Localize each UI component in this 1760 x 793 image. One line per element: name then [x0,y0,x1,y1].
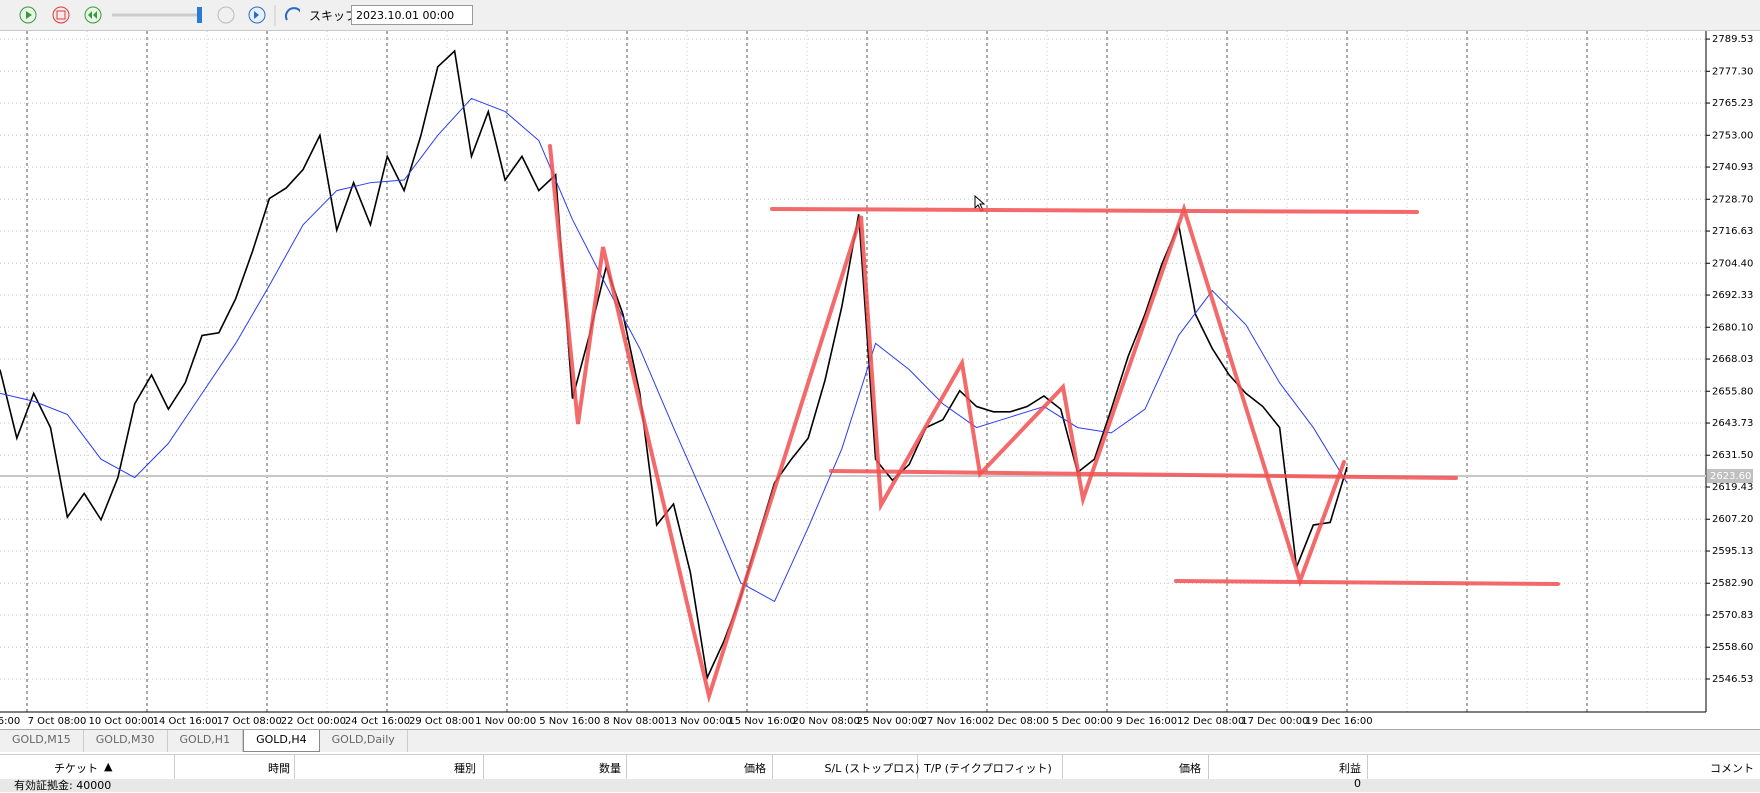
y-tick-label: 2789.53 [1712,34,1753,45]
chart: 2789.53 2777.30 2765.23 2753.00 2740.93 2728.… [0,31,1760,730]
table-header: チケット ▲ 時間 種別 数量 価格 S/L (ストップロス) T/P (テイクプロフィット)… [0,754,1760,780]
price-line [0,97,1348,603]
current-price-box [1707,469,1753,484]
y-tick-label: 2777.30 [1712,66,1753,77]
column-divider [1208,755,1209,779]
tab[interactable]: GOLD,H4 [243,730,320,752]
date-picker[interactable]: 2023.10.01 00:00 [351,5,473,25]
grid [0,31,1706,712]
column-header[interactable]: 時間 [268,762,290,775]
slider-thumb[interactable] [197,7,202,23]
column-header[interactable]: S/L (ストップロス) [824,762,920,775]
current-price-label: 2623.60 [1710,471,1751,482]
tab-bar: GOLD,M15 GOLD,M30 GOLD,H1 GOLD,H4 GOLD,Daily [0,729,1760,752]
toolbar-icons [19,5,300,26]
column-header[interactable]: 種別 [454,762,476,775]
x-tick-label: 13 Nov 00:00 [664,716,731,727]
y-tick-label: 2753.00 [1712,130,1753,141]
resistance-line[interactable] [770,207,1419,214]
y-tick-label: 2558.60 [1712,642,1753,653]
x-tick-label: 20 Nov 08:00 [792,716,859,727]
column-divider [174,755,175,779]
tab[interactable]: GOLD,H1 [168,730,244,752]
column-divider [772,755,773,779]
skip-icon [285,7,300,21]
x-tick-label: 24 Oct 16:00 [345,716,410,727]
y-tick-label: 2595.13 [1712,546,1753,557]
y-tick-label: 2740.93 [1712,162,1753,173]
stop-icon [56,10,66,20]
column-divider [626,755,627,779]
table-row: 有効証拠金: 40000 0 [0,777,1760,792]
y-tick-label: 2728.70 [1712,194,1753,205]
column-divider [483,755,484,779]
next-icon [254,11,259,19]
step-button[interactable] [217,6,235,24]
y-tick-label: 2655.80 [1712,386,1753,397]
x-tick-label: 5 Nov 16:00 [539,716,600,727]
x-tick-label: 17 Oct 08:00 [217,716,282,727]
y-tick-label: 2582.90 [1712,578,1753,589]
x-tick-label: 7 Oct 08:00 [28,716,87,727]
x-tick-label: 14 Oct 16:00 [153,716,218,727]
column-divider [294,755,295,779]
zigzag[interactable] [548,144,1346,704]
y-tick-label: 2619.43 [1712,482,1753,493]
column-divider [1367,755,1368,779]
x-tick-label: 9 Dec 16:00 [1116,716,1177,727]
y-tick-label: 2692.33 [1712,290,1753,301]
x-tick-label: 25 Nov 00:00 [857,716,924,727]
toolbar: スキップ 2023.10.01 00:00 [0,0,1760,31]
bottom-line[interactable] [1174,579,1560,586]
skip-label[interactable]: スキップ [309,9,358,23]
y-tick-label: 2546.53 [1712,674,1753,685]
column-header[interactable]: ▲ [104,760,113,773]
x-tick-label: 15 Nov 16:00 [728,716,795,727]
column-header[interactable]: T/P (テイクプロフィット) [924,762,1052,775]
y-tick-label: 2680.10 [1712,322,1753,333]
column-header[interactable]: 利益 [1339,762,1361,775]
y-tick-label: 2704.40 [1712,258,1753,269]
column-header[interactable]: チケット [54,762,98,775]
column-divider [917,755,918,779]
cell: 有効証拠金: 40000 [14,779,112,792]
x-tick-label: 1 Nov 00:00 [475,716,536,727]
x-tick-label: 29 Oct 08:00 [409,716,474,727]
play-icon [26,11,32,19]
x-tick-label: 5 Dec 00:00 [1052,716,1113,727]
y-tick-label: 2607.20 [1712,514,1753,525]
column-header[interactable]: 価格 [1179,762,1201,775]
column-divider [1062,755,1063,779]
y-tick-label: 2765.23 [1712,98,1753,109]
column-header[interactable]: コメント [1710,762,1754,775]
y-tick-label: 2668.03 [1712,354,1753,365]
tab[interactable]: GOLD,Daily [320,730,408,752]
price-line [0,49,1348,681]
cell: 0 [1354,777,1361,790]
tab[interactable]: GOLD,M30 [84,730,168,752]
stop-button[interactable] [52,6,70,24]
x-tick-label: 2 Dec 08:00 [988,716,1049,727]
x-tick-label: 22 Oct 00:00 [281,716,346,727]
column-header[interactable]: 価格 [744,762,766,775]
y-tick-label: 2570.83 [1712,610,1753,621]
y-tick-label: 2631.50 [1712,450,1753,461]
chart-background [0,31,1760,730]
x-tick-label: 10 Oct 00:00 [88,716,153,727]
x-tick-label: 17 Dec 00:00 [1241,716,1308,727]
trendlines [548,144,1560,704]
rewind-icon [88,11,97,19]
y-tick-label: 2716.63 [1712,226,1753,237]
support-line[interactable] [829,469,1458,480]
tab[interactable]: GOLD,M15 [0,730,84,752]
column-header[interactable]: 数量 [599,762,621,775]
x-tick-label: 8 Nov 08:00 [603,716,664,727]
x-tick-label: 12 Dec 08:00 [1177,716,1244,727]
x-tick-label: 27 Nov 16:00 [921,716,988,727]
x-tick-label: 6:00 [0,716,20,727]
x-tick-label: 19 Dec 16:00 [1305,716,1372,727]
y-tick-label: 2643.73 [1712,418,1753,429]
